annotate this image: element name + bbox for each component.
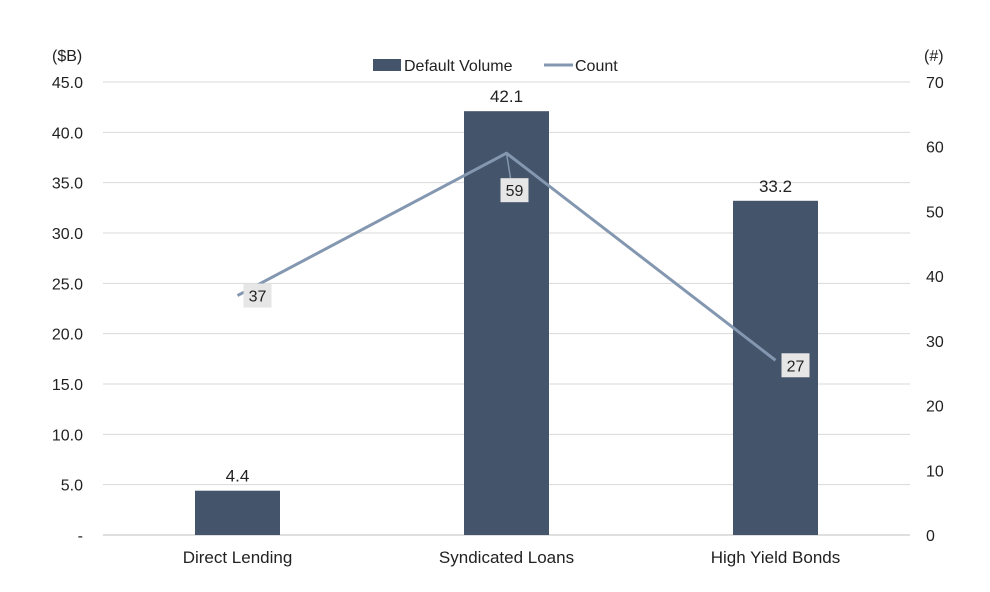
right-tick-label: 50 <box>926 204 944 221</box>
right-tick-label: 10 <box>926 463 944 480</box>
category-label: Syndicated Loans <box>439 548 574 567</box>
line-label-box <box>781 353 810 378</box>
right-axis: 0 10 20 30 40 50 60 70 <box>926 75 944 545</box>
left-tick-label: 5.0 <box>61 478 83 495</box>
label-leader-line <box>505 153 512 179</box>
left-axis-unit-label: ($B) <box>52 48 82 65</box>
bar-series <box>195 111 818 536</box>
right-tick-label: 0 <box>926 528 935 545</box>
bar <box>195 490 280 535</box>
bar-data-label: 33.2 <box>759 177 792 196</box>
left-tick-label: 45.0 <box>52 75 83 92</box>
line-data-label: 59 <box>506 183 524 200</box>
left-tick-label: 30.0 <box>52 226 83 243</box>
left-tick-label: 40.0 <box>52 125 83 142</box>
right-tick-label: 60 <box>926 140 944 157</box>
left-tick-label: 20.0 <box>52 327 83 344</box>
right-tick-label: 20 <box>926 399 944 416</box>
line-data-labels: 37 59 27 <box>243 153 810 378</box>
legend: Default Volume Count <box>373 58 618 75</box>
left-tick-label: 10.0 <box>52 427 83 444</box>
left-tick-label: 15.0 <box>52 377 83 394</box>
left-axis: - 5.0 10.0 15.0 20.0 25.0 30.0 35.0 40.0 45.0 <box>52 75 83 545</box>
bar-data-label: 4.4 <box>226 467 250 486</box>
line-data-label: 27 <box>787 358 805 375</box>
legend-label-line: Count <box>575 58 618 75</box>
left-tick-label: 25.0 <box>52 276 83 293</box>
line-label-box <box>500 178 529 203</box>
category-labels: Direct Lending Syndicated Loans High Yield… <box>183 548 841 567</box>
category-label: Direct Lending <box>183 548 293 567</box>
legend-label-bar: Default Volume <box>404 58 513 75</box>
right-tick-label: 30 <box>926 334 944 351</box>
left-tick-label: 35.0 <box>52 176 83 193</box>
bar-data-labels: 4.4 42.1 33.2 <box>226 87 792 486</box>
category-label: High Yield Bonds <box>711 548 840 567</box>
legend-swatch-bar <box>373 59 401 71</box>
right-tick-label: 70 <box>926 75 944 92</box>
left-tick-label: - <box>78 528 83 545</box>
right-axis-unit-label: (#) <box>924 48 944 65</box>
bar-data-label: 42.1 <box>490 87 523 106</box>
line-label-box <box>243 283 272 308</box>
line-data-label: 37 <box>249 289 267 306</box>
right-tick-label: 40 <box>926 269 944 286</box>
